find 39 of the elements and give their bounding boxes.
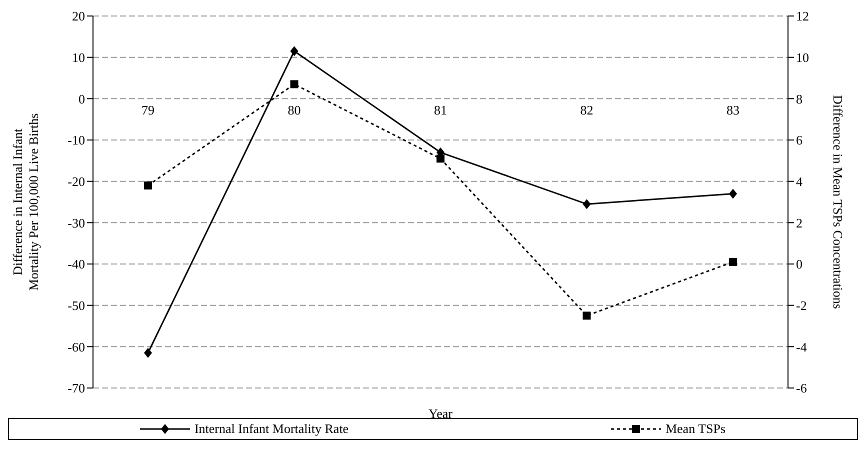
y-tick-label: 20 [72,8,85,24]
point [436,154,444,163]
y2-tick-label: 8 [796,91,802,106]
x-axis-title: Year [428,406,454,421]
y2-tick-label: -4 [796,339,808,354]
x-tick-label: 80 [288,102,301,118]
point [144,348,152,358]
y2-tick-label: 4 [796,174,803,189]
y2-tick-label: 10 [796,50,809,65]
y-tick-label: 0 [78,91,85,106]
point [144,181,152,190]
y-tick-label: 10 [72,50,85,65]
y-tick-label: -30 [68,215,85,230]
y2-tick-label: -6 [796,380,808,396]
point [582,199,591,210]
y-tick-label: -70 [68,380,85,396]
y2-tick-label: 2 [796,215,802,230]
x-tick-label: 81 [434,102,447,118]
y-axis-title: Difference in Internal Infant Mortality Per 100,000 Live Births [10,113,41,291]
x-tick-label: 83 [726,102,740,118]
y2-axis-title: Difference in Mean TSPs Concentrations [830,95,846,309]
y-tick-label: -20 [68,174,85,189]
point [729,188,737,199]
point [582,312,591,320]
y2-tick-label: 0 [796,256,802,272]
y-tick-label: -60 [68,339,85,354]
y-tick-label: -40 [68,256,85,272]
y2-tick-label: -2 [796,298,807,313]
y-tick-label: -50 [68,298,85,313]
y-tick-label: -10 [68,132,85,148]
point [290,80,298,88]
legend-label: Mean TSPs [665,421,726,437]
legend-label: Internal Infant Mortality Rate [194,421,349,437]
point [729,258,737,266]
point [290,46,298,56]
y2-tick-label: 6 [796,132,803,148]
x-tick-label: 79 [142,102,154,118]
x-tick-label: 82 [580,102,594,118]
y2-tick-label: 12 [796,8,809,24]
